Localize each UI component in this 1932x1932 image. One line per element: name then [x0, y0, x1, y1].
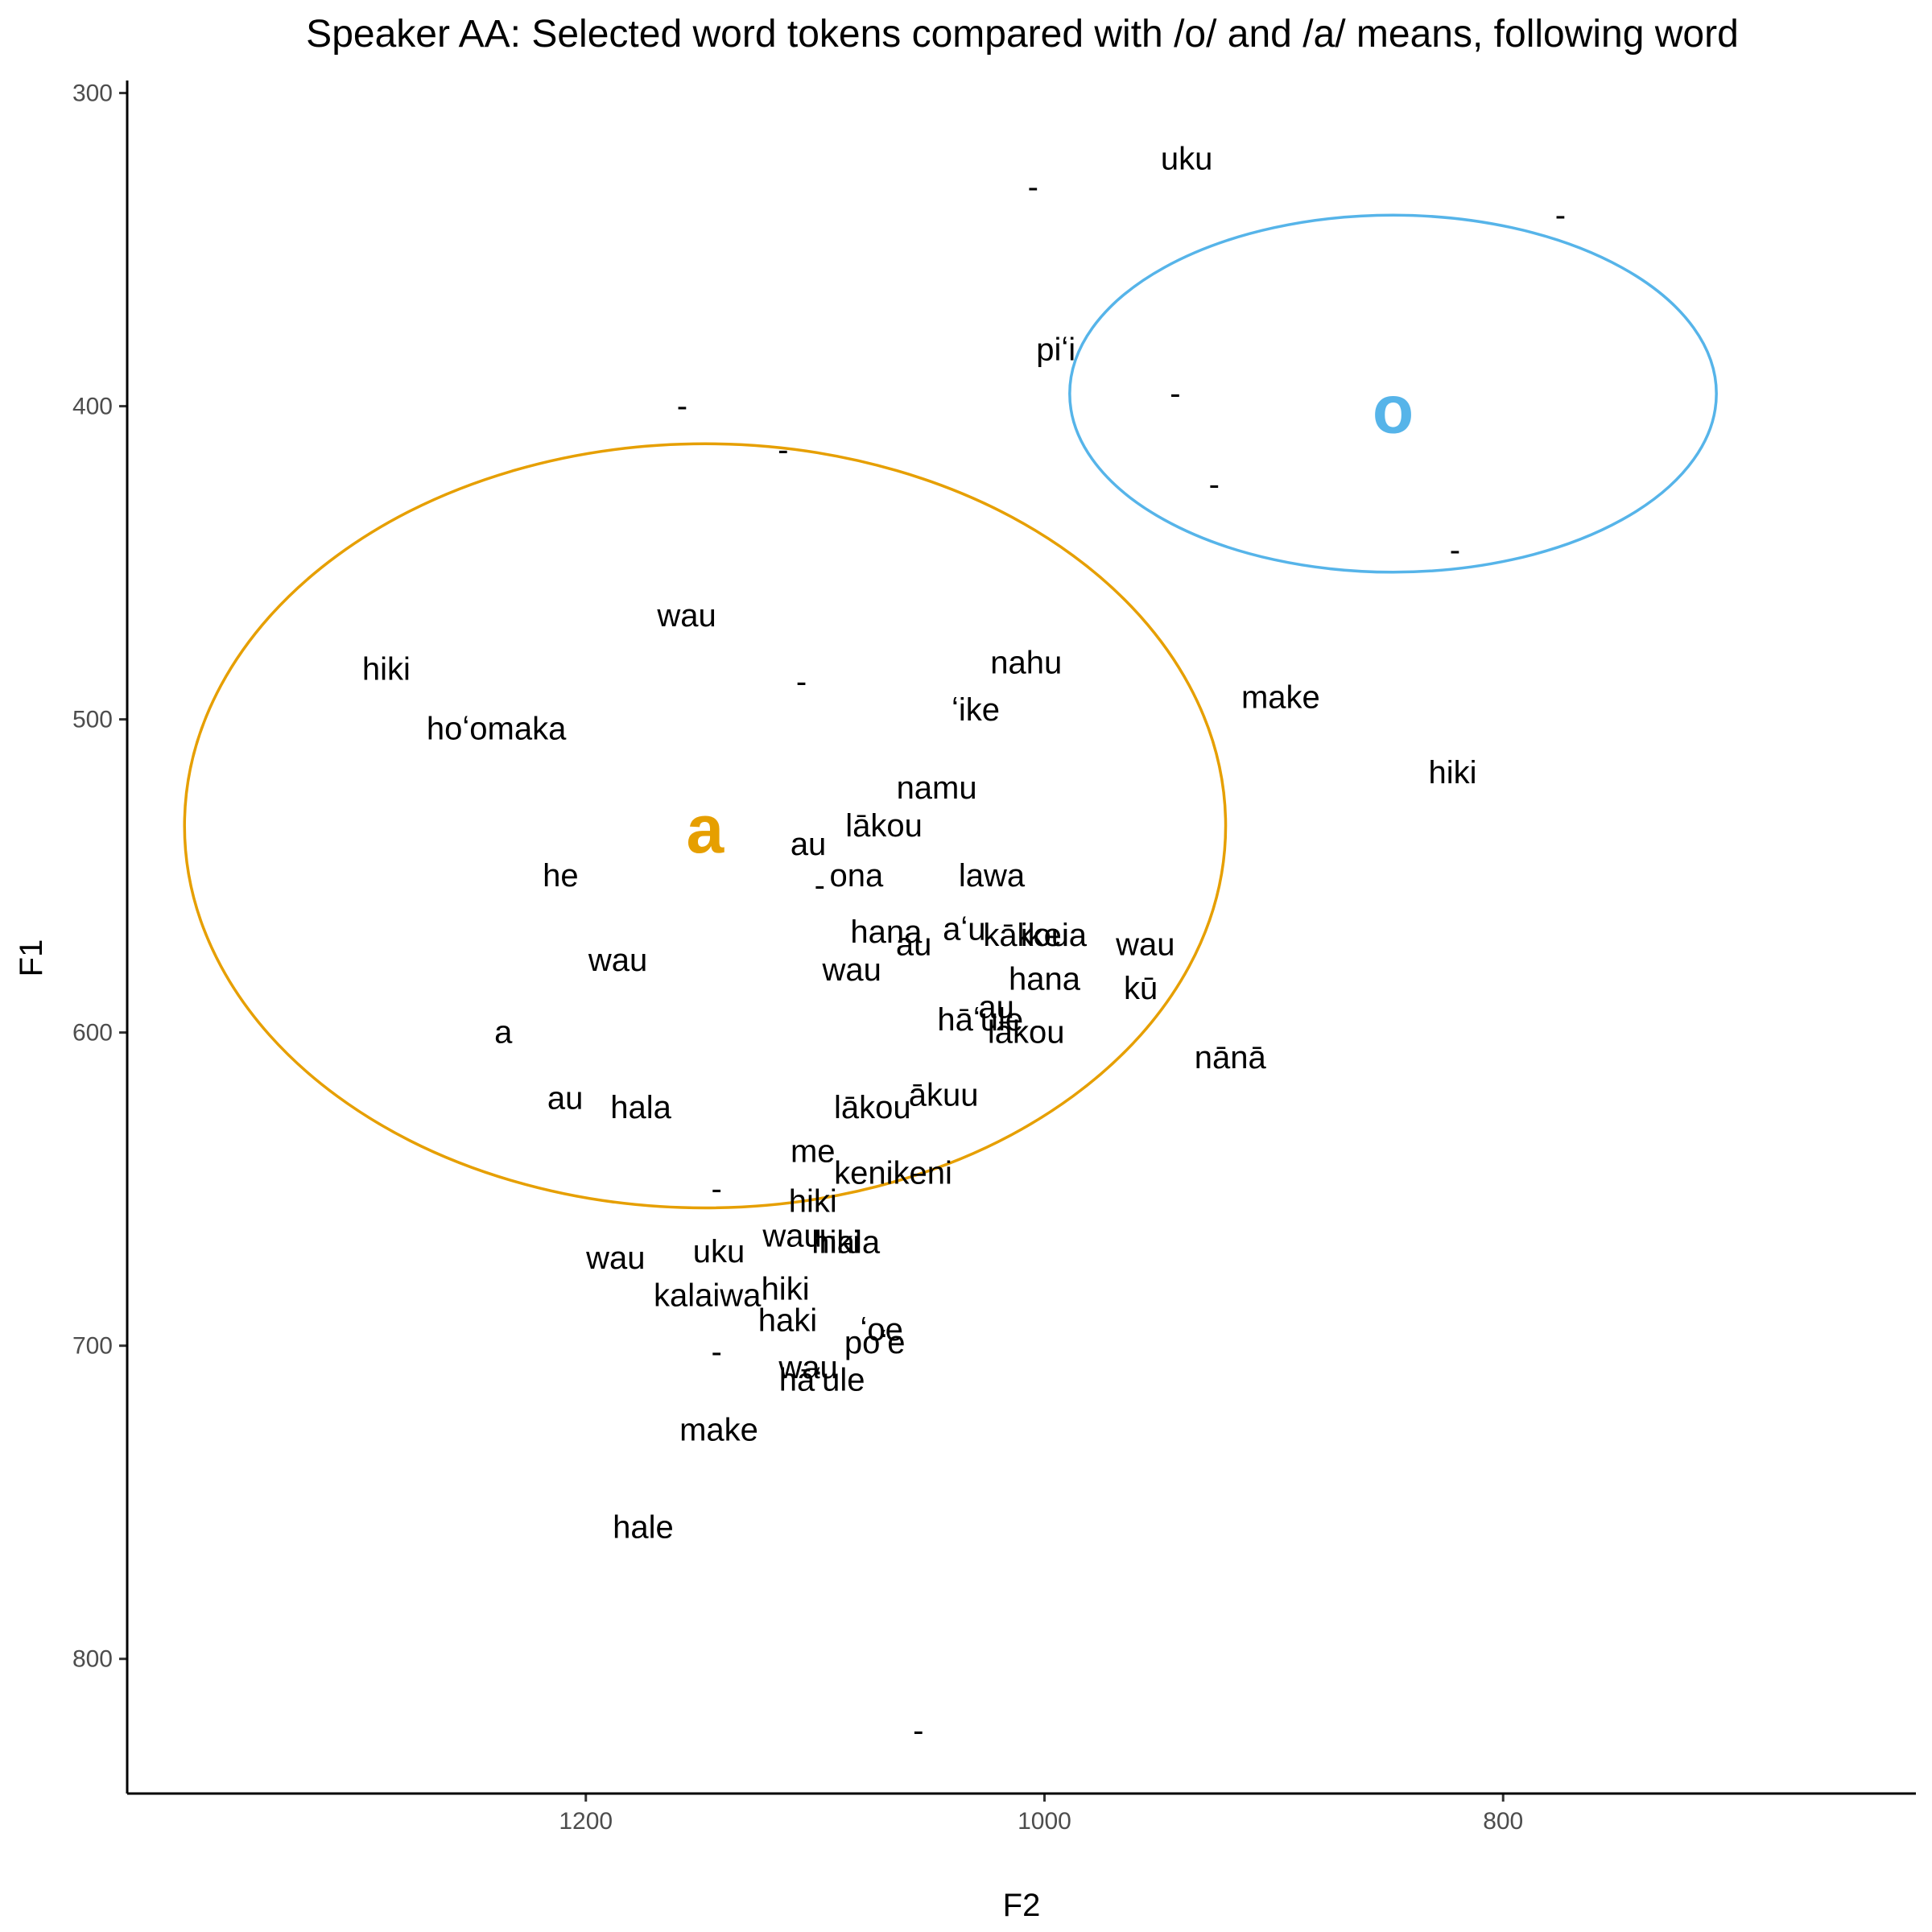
word-token-label: -	[778, 432, 788, 468]
word-token-label: poʻe	[844, 1325, 906, 1360]
word-token-label: wau	[585, 1241, 645, 1276]
word-token-label: wau	[1115, 927, 1174, 963]
word-token-label: hoʻomaka	[427, 711, 567, 746]
word-token-label: nānā	[1195, 1040, 1267, 1075]
word-token-label: kenikeni	[834, 1156, 952, 1191]
word-token-label: kākou	[983, 918, 1069, 953]
word-token-label: hiki	[789, 1184, 837, 1220]
word-token-label: hala	[819, 1224, 881, 1260]
vowel-mean-o: o	[1373, 371, 1414, 447]
word-token-label: -	[1209, 467, 1220, 502]
chart-title: Speaker AA: Selected word tokens compare…	[306, 13, 1739, 56]
word-token-label: hiki	[762, 1272, 810, 1307]
word-token-label: piʻi	[1036, 332, 1075, 368]
word-token-label: hiki	[1429, 755, 1477, 791]
word-token-label: wau	[656, 598, 716, 634]
vowel-ellipses	[183, 213, 1718, 1210]
word-token-label: -	[815, 868, 825, 903]
word-token-label: namu	[897, 770, 977, 806]
y-tick-label: 700	[72, 1333, 113, 1360]
word-token-label: au	[791, 827, 827, 862]
word-token-label: -	[1028, 169, 1038, 204]
vowel-mean-a: a	[687, 791, 725, 867]
word-token-label: me	[791, 1133, 836, 1169]
word-token-label: ākuu	[909, 1077, 979, 1113]
word-token-label: ʻoe	[861, 1312, 903, 1348]
word-token-label: aʻu	[943, 911, 985, 947]
vowel-means: ao	[687, 371, 1414, 866]
word-token-label: hiki	[362, 651, 411, 687]
word-token-label: -	[677, 389, 687, 424]
word-token-label: lawa	[959, 858, 1026, 894]
word-token-label: hana	[1009, 962, 1081, 997]
word-token-label: make	[1241, 679, 1320, 715]
word-token-label: haki	[758, 1303, 817, 1339]
word-token-label: ʻike	[952, 692, 1000, 728]
x-axis-title: F2	[1003, 1888, 1041, 1923]
word-token-label: au	[978, 990, 1014, 1026]
word-token-label: -	[711, 1334, 721, 1369]
word-token-label: hāʻule	[779, 1362, 865, 1397]
word-token-label: uku	[1161, 141, 1213, 176]
y-axis-ticks: 300 400 500 600 700 800	[72, 80, 127, 1673]
word-token-label: ona	[830, 858, 884, 894]
word-token-label: nahu	[990, 646, 1062, 681]
word-token-label: hala	[610, 1090, 671, 1125]
word-token-label: wau	[762, 1219, 821, 1254]
word-token-label: au	[547, 1080, 584, 1116]
y-tick-label: 400	[72, 394, 113, 420]
ellipse-o	[1068, 213, 1718, 574]
word-token-label: kalaiwa	[654, 1278, 762, 1313]
x-tick-label: 800	[1483, 1808, 1523, 1835]
word-token-label: hale	[613, 1509, 674, 1545]
ellipse-a	[183, 442, 1228, 1210]
word-token-label: lākou	[834, 1090, 911, 1125]
word-token-label: hana	[850, 914, 923, 950]
word-token-label: -	[796, 664, 807, 700]
word-token-label: uku	[693, 1234, 745, 1269]
word-token-label: he	[543, 858, 579, 894]
word-token-label: lākou	[845, 808, 923, 844]
x-tick-label: 1000	[1018, 1808, 1071, 1835]
word-token-label: ikeia	[1021, 918, 1088, 953]
y-tick-label: 800	[72, 1646, 113, 1673]
word-token-label: -	[913, 1713, 923, 1748]
x-axis-ticks: 1200 1000 800	[559, 1794, 1523, 1835]
word-token-label: kū	[1124, 971, 1158, 1006]
word-token-label: a	[494, 1015, 513, 1051]
y-tick-label: 300	[72, 80, 113, 107]
y-axis-title: F1	[14, 939, 49, 977]
word-token-label: -	[711, 1171, 721, 1207]
y-tick-label: 600	[72, 1020, 113, 1046]
word-token-label: wau	[588, 943, 647, 978]
word-token-label: wau	[778, 1350, 837, 1385]
word-token-label: -	[1555, 197, 1566, 233]
y-tick-label: 500	[72, 707, 113, 733]
word-token-label: wau	[821, 952, 881, 988]
word-token-label: au	[896, 927, 932, 963]
word-token-label: lākou	[988, 1015, 1065, 1051]
word-token-label: -	[1170, 376, 1180, 411]
x-tick-label: 1200	[559, 1808, 613, 1835]
word-token-label: hiki	[811, 1224, 860, 1260]
word-token-label: hāʻule	[937, 1002, 1023, 1038]
word-token-label: make	[679, 1413, 758, 1448]
word-token-label: -	[1450, 533, 1460, 568]
